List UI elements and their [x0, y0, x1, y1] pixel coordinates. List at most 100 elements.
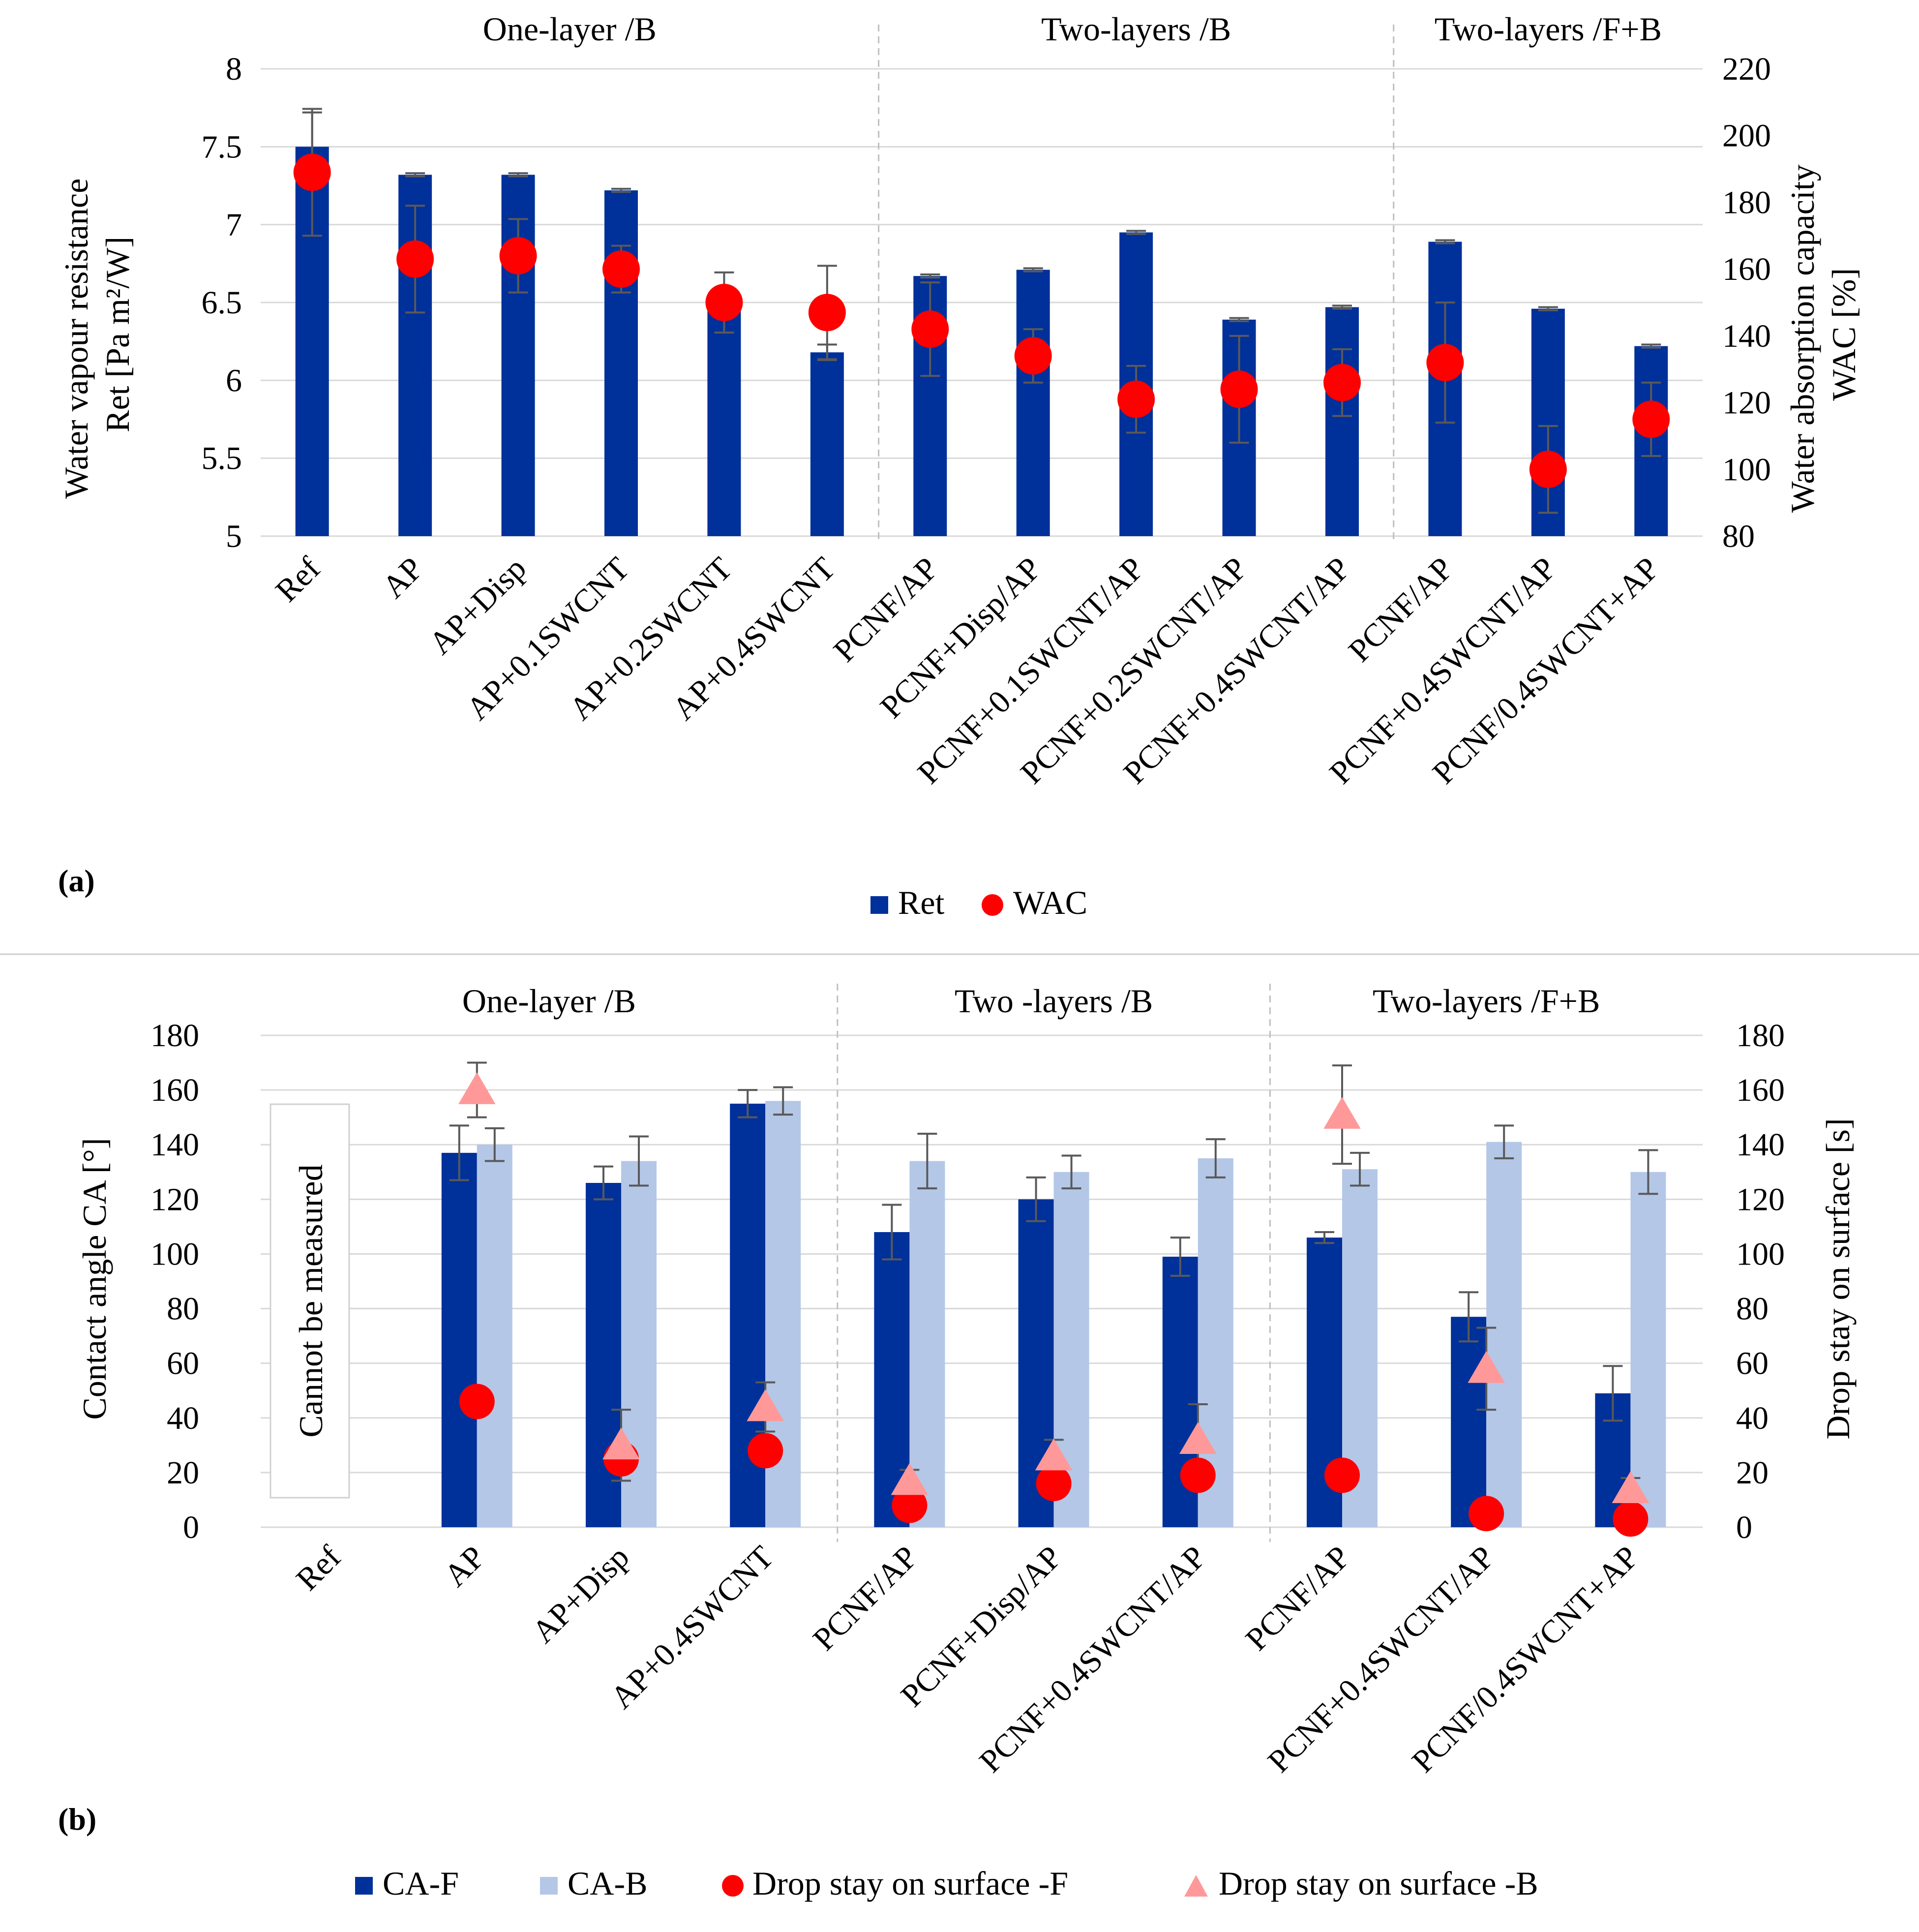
y-axis-label-right-b: Drop stay on surface [s] [1819, 1118, 1857, 1439]
marker-wac [1014, 337, 1052, 375]
y-tick-left: 40 [167, 1400, 199, 1436]
marker-wac [1323, 363, 1361, 401]
y-tick-left: 100 [150, 1236, 199, 1272]
marker-wac [1632, 400, 1670, 438]
y-tick-right: 180 [1722, 184, 1771, 220]
marker-drop-stay-on-surface-f [1324, 1457, 1360, 1493]
marker-drop-stay-on-surface-b [1612, 1471, 1649, 1504]
y-axis-label-left-line-2: Ret [Pa m²/W] [99, 237, 136, 432]
marker-drop-stay-on-surface-f [1469, 1496, 1504, 1532]
legend-swatch-wac [982, 894, 1003, 916]
y-tick-right: 120 [1736, 1181, 1785, 1217]
y-tick-right: 60 [1736, 1346, 1769, 1382]
legend-a: Ret WAC [870, 884, 1087, 921]
marker-wac [1117, 380, 1155, 418]
marker-drop-stay-on-surface-f [1613, 1501, 1649, 1537]
marker-wac [911, 310, 949, 348]
marker-wac [1220, 370, 1258, 408]
bar-ca-b [1630, 1172, 1666, 1527]
legend-label-ret: Ret [898, 884, 945, 921]
marker-drop-stay-on-surface-b [1035, 1438, 1073, 1471]
group-label-one-layer-b: One-layer /B [462, 982, 636, 1020]
annotation-box [270, 1103, 350, 1499]
marker-drop-stay-on-surface-f [1180, 1457, 1216, 1493]
legend-b: CA-F CA-B Drop stay on surface -F Drop s… [355, 1865, 1538, 1902]
y-tick-right: 160 [1736, 1072, 1785, 1108]
y-tick-left: 6.5 [202, 285, 242, 321]
legend-label-ca-f: CA-F [383, 1865, 459, 1902]
y-axis-label-right-line-2: WAC [%] [1825, 268, 1862, 401]
y-tick-left: 7 [226, 207, 242, 243]
group-label-one-layer-b: One-layer /B [483, 10, 657, 48]
bar-ca-f [441, 1152, 477, 1527]
marker-drop-stay-on-surface-b [1323, 1097, 1361, 1129]
marker-drop-stay-on-surface-b [747, 1389, 784, 1421]
y-tick-right: 120 [1722, 385, 1771, 421]
marker-drop-stay-on-surface-f [748, 1433, 783, 1469]
y-tick-right: 80 [1722, 518, 1755, 554]
y-tick-left: 8 [226, 51, 242, 87]
group-label-two-layers-f-b: Two-layers /F+B [1435, 10, 1662, 48]
group-label-two-layers-b: Two -layers /B [955, 982, 1153, 1020]
y-tick-left: 160 [150, 1072, 199, 1108]
group-label-two-layers-f-b: Two-layers /F+B [1373, 982, 1600, 1020]
marker-wac [396, 240, 434, 278]
y-tick-left: 60 [167, 1346, 199, 1382]
bar-ret [1016, 270, 1050, 536]
y-axis-label-right: Water absorption capacity WAC [%] [1784, 156, 1862, 513]
marker-drop-stay-on-surface-b [458, 1072, 496, 1104]
marker-drop-stay-on-surface-b [1179, 1422, 1217, 1454]
y-tick-left: 0 [183, 1509, 199, 1545]
legend-label-drop-f: Drop stay on surface -F [752, 1865, 1068, 1902]
marker-wac [602, 250, 640, 288]
y-axis-label-left-line-1: Water vapour resistance [58, 179, 95, 499]
y-tick-left: 7.5 [202, 129, 242, 165]
y-tick-right: 200 [1722, 118, 1771, 154]
marker-wac [293, 153, 331, 191]
bar-ca-f [1451, 1317, 1487, 1527]
legend-label-drop-b: Drop stay on surface -B [1219, 1865, 1538, 1902]
marker-drop-stay-on-surface-b [891, 1463, 929, 1495]
bar-ret [604, 190, 638, 536]
y-tick-left: 120 [150, 1181, 199, 1217]
y-tick-left: 5 [226, 518, 242, 554]
bar-ca-b [477, 1145, 512, 1527]
y-tick-right: 20 [1736, 1455, 1769, 1491]
y-tick-right: 100 [1736, 1236, 1785, 1272]
legend-swatch-ret [870, 896, 888, 914]
legend-swatch-drop-f [722, 1875, 744, 1897]
marker-drop-stay-on-surface-f [1036, 1466, 1072, 1502]
legend-label-wac: WAC [1013, 884, 1087, 921]
bar-ca-b [909, 1161, 945, 1527]
y-tick-right: 80 [1736, 1291, 1769, 1327]
y-axis-label-right-line-1: Water absorption capacity [1784, 164, 1821, 513]
marker-drop-stay-on-surface-b [1468, 1351, 1505, 1383]
y-tick-right: 140 [1722, 318, 1771, 354]
bar-ret [1325, 307, 1359, 536]
y-tick-right: 180 [1736, 1018, 1785, 1054]
legend-swatch-ca-b [540, 1877, 558, 1895]
y-tick-left: 20 [167, 1455, 199, 1491]
marker-wac [499, 237, 537, 274]
y-tick-left: 140 [150, 1127, 199, 1163]
marker-wac [705, 284, 743, 321]
marker-wac [1529, 451, 1567, 488]
y-tick-right: 40 [1736, 1400, 1769, 1436]
y-tick-left: 6 [226, 362, 242, 398]
y-tick-right: 100 [1722, 452, 1771, 487]
legend-swatch-drop-b [1184, 1875, 1208, 1897]
y-tick-right: 220 [1722, 51, 1771, 87]
y-tick-left: 5.5 [202, 441, 242, 477]
legend-label-ca-b: CA-B [568, 1865, 647, 1902]
marker-wac [1426, 344, 1464, 382]
marker-wac [808, 294, 846, 332]
bar-ret [707, 305, 741, 536]
marker-drop-stay-on-surface-f [459, 1384, 495, 1419]
group-label-two-layers-b: Two-layers /B [1041, 10, 1231, 48]
y-axis-label-left-b: Contact angle CA [°] [76, 1138, 113, 1420]
marker-drop-stay-on-surface-b [602, 1427, 640, 1460]
marker-drop-stay-on-surface-f [892, 1487, 928, 1523]
y-axis-label-left: Water vapour resistance Ret [Pa m²/W] [58, 170, 136, 499]
y-tick-right: 140 [1736, 1127, 1785, 1163]
